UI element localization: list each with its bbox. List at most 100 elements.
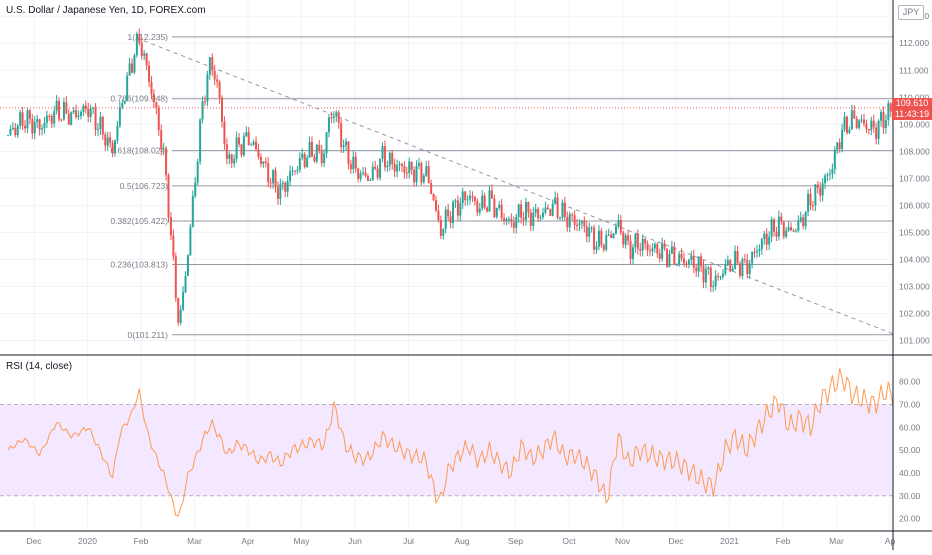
candle-body bbox=[77, 115, 80, 118]
candle-body bbox=[357, 168, 360, 179]
candle-body bbox=[349, 164, 352, 170]
candle-body bbox=[26, 110, 29, 129]
time-tick-label: Feb bbox=[776, 536, 791, 546]
candle-body bbox=[631, 247, 634, 260]
candle-body bbox=[758, 249, 761, 252]
candle-body bbox=[284, 182, 287, 192]
candle-body bbox=[262, 161, 265, 164]
candle-body bbox=[809, 193, 812, 206]
candle-body bbox=[673, 246, 676, 265]
candle-body bbox=[354, 156, 357, 169]
candle-body bbox=[571, 214, 574, 216]
candle-body bbox=[644, 238, 647, 244]
candle-body bbox=[289, 171, 292, 182]
candle-body bbox=[459, 203, 462, 216]
time-tick-label: Jul bbox=[403, 536, 414, 546]
price-tick-label: 105.000 bbox=[899, 227, 930, 237]
candle-body bbox=[430, 182, 433, 195]
candle-body bbox=[622, 232, 625, 245]
candle-body bbox=[690, 255, 693, 260]
candle-body bbox=[763, 233, 766, 239]
candle-body bbox=[413, 169, 416, 183]
candle-body bbox=[576, 224, 579, 226]
fib-level-label: 0.236(103.813) bbox=[110, 259, 168, 269]
candle-body bbox=[466, 199, 469, 201]
candle-body bbox=[583, 220, 586, 227]
candle-body bbox=[787, 227, 790, 231]
time-tick-label: Mar bbox=[829, 536, 844, 546]
candle-body bbox=[887, 103, 890, 121]
candle-body bbox=[325, 132, 328, 154]
candle-body bbox=[882, 111, 885, 129]
rsi-tick-label: 70.00 bbox=[899, 400, 921, 410]
candle-body bbox=[101, 116, 104, 135]
candle-body bbox=[653, 243, 656, 249]
currency-badge[interactable]: JPY bbox=[898, 5, 924, 20]
candle-body bbox=[247, 132, 250, 146]
candle-body bbox=[104, 134, 107, 146]
rsi-tick-label: 80.00 bbox=[899, 377, 921, 387]
candle-body bbox=[347, 141, 350, 165]
price-tick-label: 103.000 bbox=[899, 281, 930, 291]
candle-body bbox=[717, 275, 720, 277]
candle-body bbox=[614, 226, 617, 234]
candle-body bbox=[281, 182, 284, 185]
candle-body bbox=[656, 243, 659, 254]
candle-body bbox=[89, 108, 92, 117]
candle-body bbox=[471, 196, 474, 198]
candle-body bbox=[773, 219, 776, 232]
candle-body bbox=[366, 175, 369, 181]
candle-body bbox=[437, 210, 440, 221]
candle-body bbox=[306, 157, 309, 168]
candle-body bbox=[315, 144, 318, 162]
candle-body bbox=[313, 156, 316, 162]
candle-body bbox=[213, 70, 216, 80]
candle-body bbox=[228, 154, 231, 159]
candle-body bbox=[383, 146, 386, 168]
candle-body bbox=[734, 251, 737, 269]
candle-body bbox=[279, 184, 282, 199]
candle-body bbox=[860, 119, 863, 121]
candle-body bbox=[714, 275, 717, 286]
candle-body bbox=[94, 107, 97, 130]
candle-body bbox=[493, 198, 496, 218]
candle-body bbox=[403, 165, 406, 173]
candle-body bbox=[534, 209, 537, 213]
time-tick-label: Sep bbox=[508, 536, 523, 546]
rsi-tick-label: 40.00 bbox=[899, 468, 921, 478]
price-tick-label: 111.000 bbox=[899, 65, 929, 75]
candle-body bbox=[811, 205, 814, 207]
candle-body bbox=[580, 220, 583, 224]
candle-body bbox=[230, 154, 233, 164]
candle-body bbox=[143, 53, 146, 56]
candle-body bbox=[544, 207, 547, 213]
candle-body bbox=[578, 223, 581, 226]
candle-body bbox=[439, 220, 442, 236]
candle-body bbox=[675, 264, 678, 266]
candle-body bbox=[777, 216, 780, 237]
candle-body bbox=[853, 110, 856, 119]
candle-body bbox=[760, 238, 763, 250]
candle-body bbox=[135, 33, 138, 56]
candle-body bbox=[792, 230, 795, 232]
candle-body bbox=[43, 122, 46, 129]
candle-body bbox=[687, 259, 690, 264]
candle-body bbox=[590, 227, 593, 229]
candle-body bbox=[177, 298, 180, 323]
candle-body bbox=[500, 204, 503, 219]
candle-body bbox=[342, 145, 345, 148]
candle-body bbox=[695, 267, 698, 272]
candle-body bbox=[588, 227, 591, 237]
candle-body bbox=[629, 240, 632, 260]
candle-body bbox=[41, 128, 44, 130]
candle-body bbox=[328, 117, 330, 133]
candle-body bbox=[221, 97, 223, 122]
candle-body bbox=[427, 166, 430, 183]
time-tick-label: May bbox=[293, 536, 310, 546]
candle-body bbox=[400, 163, 403, 166]
candle-body bbox=[393, 164, 396, 172]
candle-body bbox=[447, 209, 450, 217]
candle-body bbox=[9, 129, 12, 136]
